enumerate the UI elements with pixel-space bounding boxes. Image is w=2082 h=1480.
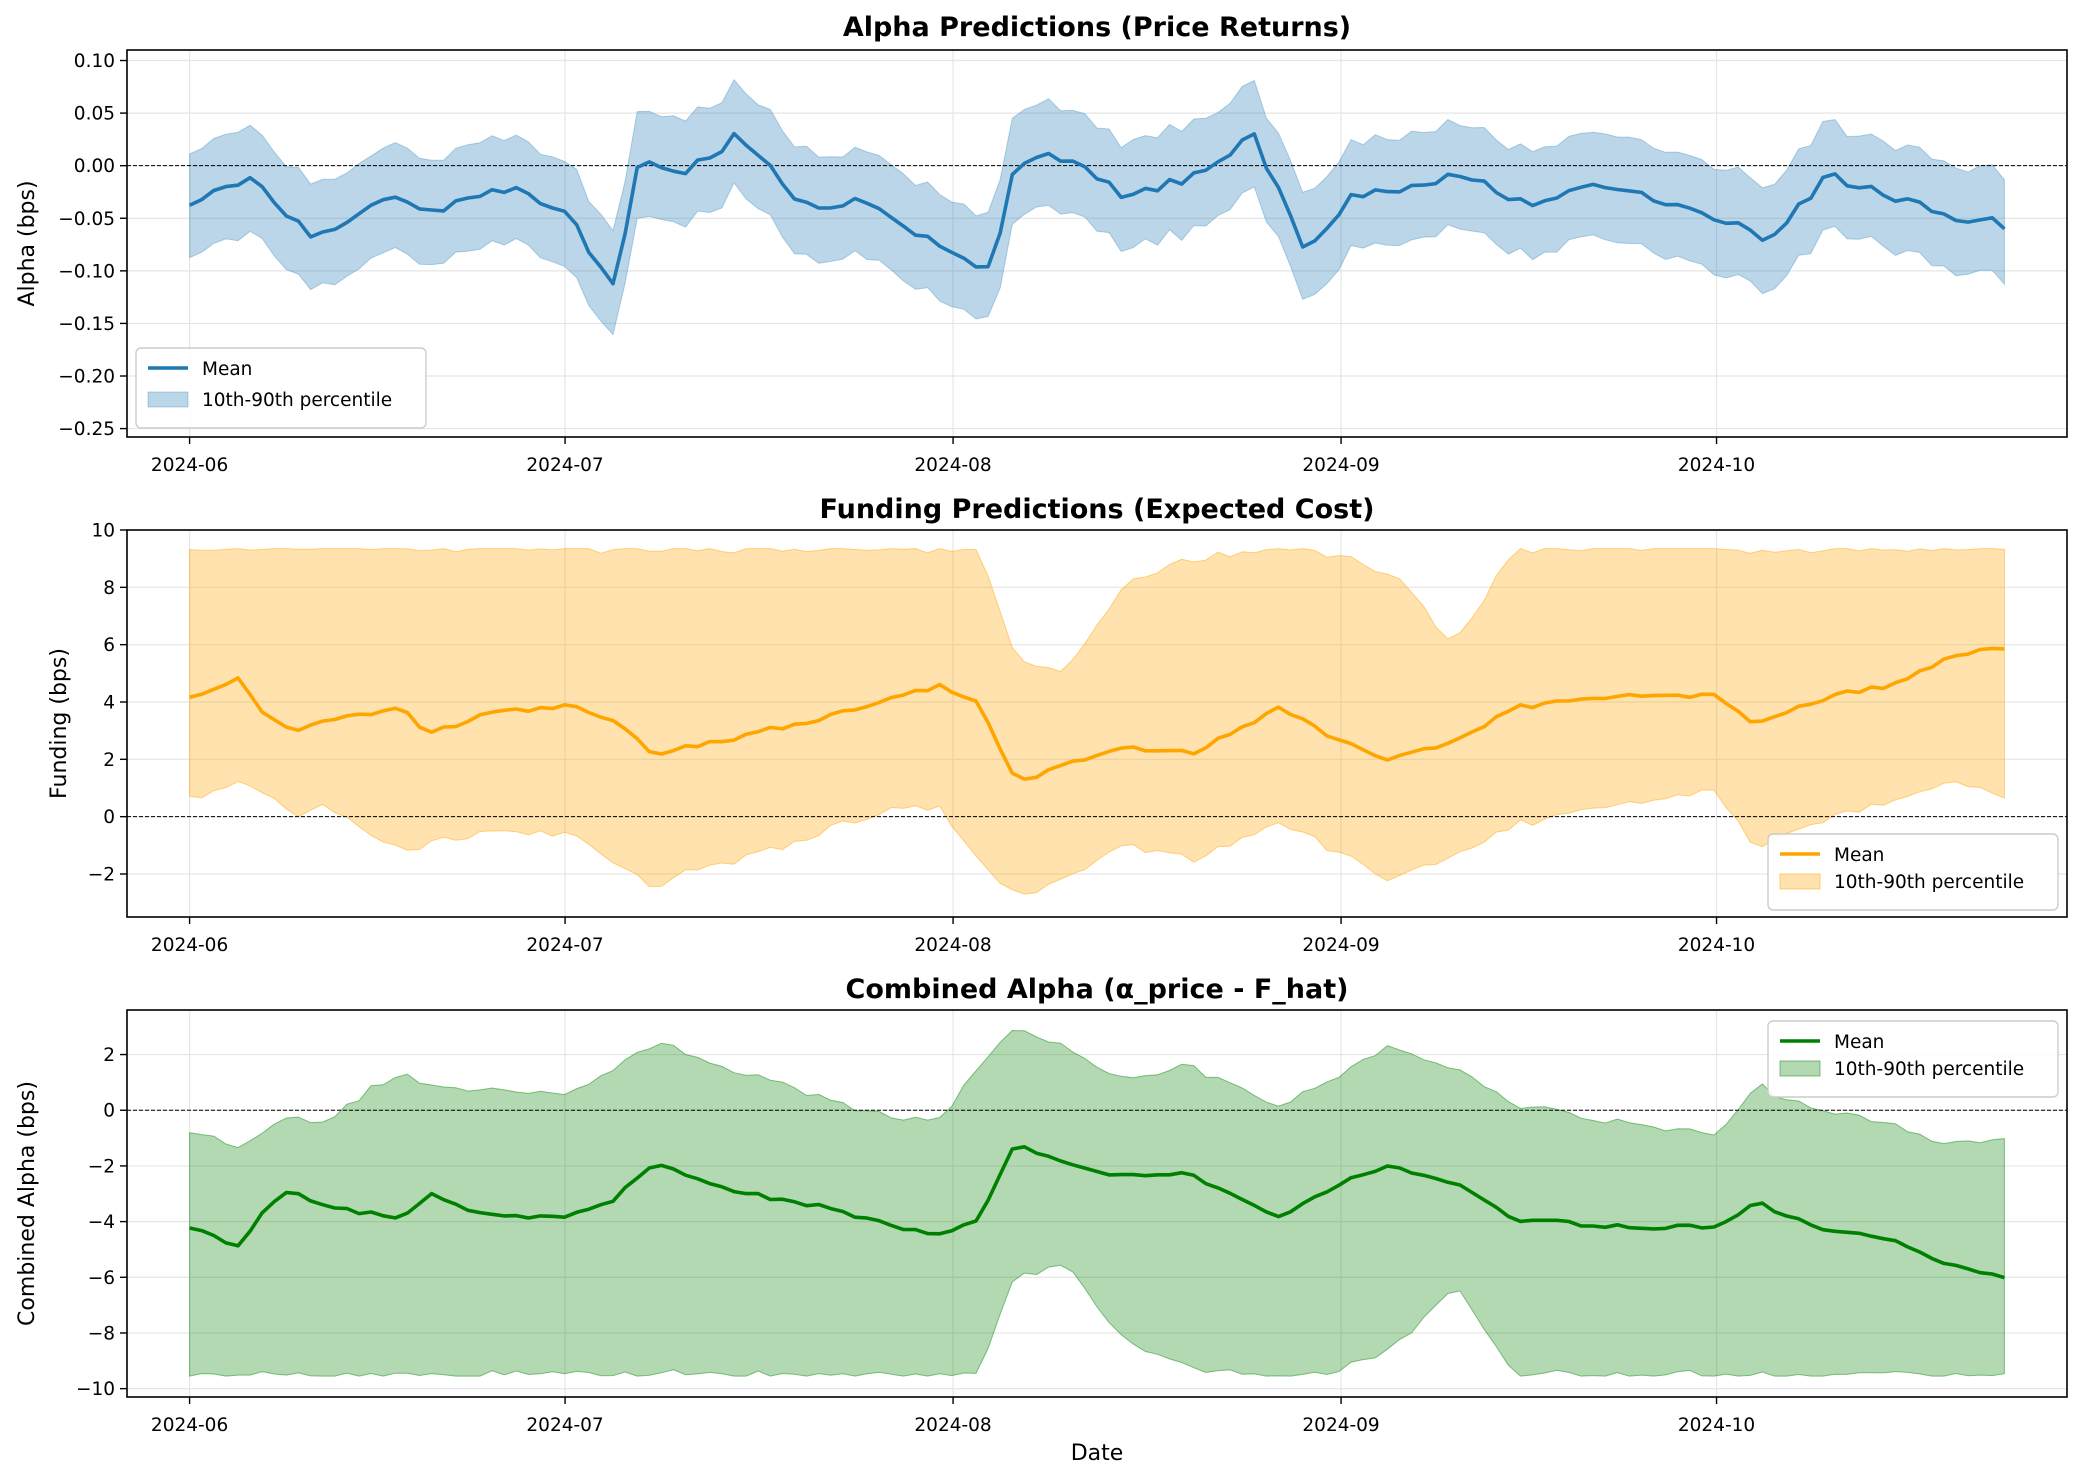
y-tick-label: 6 — [103, 635, 115, 656]
y-tick-label: −4 — [88, 1212, 115, 1233]
legend-swatch-band — [1779, 1060, 1821, 1077]
y-axis-label: Alpha (bps) — [15, 180, 40, 306]
mean-line — [188, 131, 2006, 286]
x-tick-label: 2024-08 — [914, 935, 991, 956]
legend-label-mean: Mean — [1834, 1032, 1884, 1053]
y-tick-label: −6 — [88, 1268, 115, 1289]
panel-1: Alpha Predictions (Price Returns) 0.10 0.0… — [15, 12, 2068, 476]
legend-label-mean: Mean — [1834, 845, 1884, 866]
y-tick-label: −0.10 — [58, 261, 115, 282]
x-tick-label: 2024-09 — [1302, 1415, 1379, 1436]
grid — [127, 50, 2067, 437]
y-tick-label: 0.00 — [74, 156, 115, 177]
y-axis-label: Combined Alpha (bps) — [15, 1081, 40, 1326]
legend-swatch-band — [1779, 873, 1821, 890]
chart-title: Alpha Predictions (Price Returns) — [843, 12, 1351, 43]
legend-label-mean: Mean — [202, 359, 252, 380]
chart-title: Funding Predictions (Expected Cost) — [820, 494, 1375, 525]
y-tick-label: −0.20 — [58, 367, 115, 388]
y-tick-label: 2 — [103, 1045, 115, 1066]
x-tick-label: 2024-07 — [526, 935, 603, 956]
x-tick-label: 2024-10 — [1678, 455, 1755, 476]
y-tick-label: 0.10 — [74, 51, 115, 72]
y-tick-label: 0.05 — [74, 104, 115, 125]
x-tick-label: 2024-06 — [151, 455, 228, 476]
legend-box — [135, 347, 427, 429]
x-tick-label: 2024-07 — [526, 455, 603, 476]
legend-box — [1767, 1020, 2059, 1098]
mean-line — [189, 646, 2005, 781]
x-tick-label: 2024-10 — [1678, 935, 1755, 956]
grid — [127, 1010, 2067, 1397]
legend: Mean 10th-90th percentile — [1767, 1020, 2059, 1098]
plot-frame — [126, 49, 2068, 438]
percentile-band — [189, 78, 2005, 336]
y-tick-label: −0.15 — [58, 314, 115, 335]
percentile-band — [189, 548, 2005, 895]
y-tick-label: −10 — [76, 1379, 115, 1400]
y-tick-label: 0 — [103, 1101, 115, 1122]
x-tick-label: 2024-09 — [1302, 935, 1379, 956]
legend-swatch-band — [147, 391, 189, 408]
plot-frame — [126, 529, 2068, 918]
y-tick-label: −8 — [88, 1323, 115, 1344]
percentile-band — [189, 1029, 2005, 1377]
x-tick-label: 2024-09 — [1302, 455, 1379, 476]
x-tick-label: 2024-08 — [914, 1415, 991, 1436]
x-tick-label: 2024-07 — [526, 1415, 603, 1436]
y-tick-label: 8 — [103, 578, 115, 599]
chart-title: Combined Alpha (α_price - F_hat) — [846, 974, 1349, 1005]
y-tick-label: 2 — [103, 750, 115, 771]
y-tick-label: 4 — [103, 693, 115, 714]
x-axis-label: Date — [1071, 1441, 1124, 1466]
x-tick-label: 2024-08 — [914, 455, 991, 476]
panel-2: Funding Predictions (Expected Cost) 10 8 6 4… — [47, 494, 2068, 956]
x-tick-label: 2024-10 — [1678, 1415, 1755, 1436]
y-tick-label: 10 — [91, 521, 115, 542]
legend-label-band: 10th-90th percentile — [202, 390, 392, 411]
legend-box — [1767, 833, 2059, 911]
y-axis-label: Funding (bps) — [47, 648, 72, 799]
panel-3: Combined Alpha (α_price - F_hat) 2 0 −2 −4 −6… — [15, 974, 2068, 1466]
x-tick-label: 2024-06 — [151, 1415, 228, 1436]
plot-frame — [126, 1009, 2068, 1398]
y-tick-label: 0 — [103, 807, 115, 828]
legend-label-band: 10th-90th percentile — [1834, 872, 2024, 893]
y-tick-label: −0.25 — [58, 419, 115, 440]
y-tick-label: −2 — [88, 865, 115, 886]
y-tick-label: −0.05 — [58, 209, 115, 230]
legend-label-band: 10th-90th percentile — [1834, 1059, 2024, 1080]
legend: Mean 10th-90th percentile — [1767, 833, 2059, 911]
y-tick-label: −2 — [88, 1156, 115, 1177]
legend: Mean 10th-90th percentile — [135, 347, 427, 429]
x-tick-label: 2024-06 — [151, 935, 228, 956]
mean-line — [189, 1145, 2005, 1280]
